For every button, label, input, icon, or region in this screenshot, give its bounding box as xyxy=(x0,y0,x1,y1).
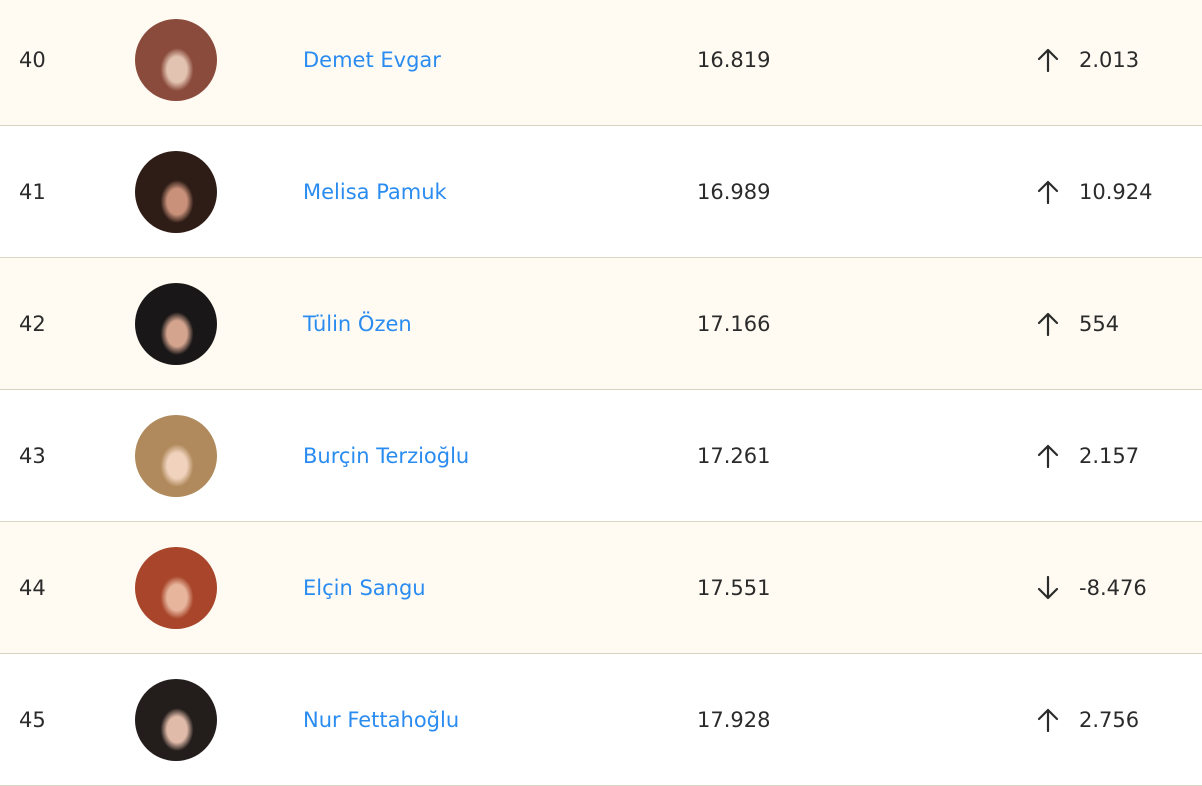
table-row: 44 Elçin Sangu 17.551 -8.476 xyxy=(0,522,1202,654)
table-row: 42 Tülin Özen 17.166 554 xyxy=(0,258,1202,390)
person-name-link[interactable]: Melisa Pamuk xyxy=(303,179,447,204)
table-row: 41 Melisa Pamuk 16.989 10.924 xyxy=(0,126,1202,258)
arrow-up-icon xyxy=(1037,48,1059,72)
arrow-up-icon xyxy=(1037,312,1059,336)
rank-change: 554 xyxy=(1079,311,1120,336)
rank: 43 xyxy=(19,443,46,468)
arrow-up-icon xyxy=(1037,180,1059,204)
person-name-link[interactable]: Demet Evgar xyxy=(303,47,441,72)
rank: 42 xyxy=(19,311,46,336)
person-name-link[interactable]: Elçin Sangu xyxy=(303,575,426,600)
score: 16.989 xyxy=(697,179,771,204)
person-name-link[interactable]: Tülin Özen xyxy=(303,311,412,336)
rank: 40 xyxy=(19,47,46,72)
avatar[interactable] xyxy=(135,282,217,365)
score: 16.819 xyxy=(697,47,771,72)
arrow-down-icon xyxy=(1037,575,1059,599)
rank: 44 xyxy=(19,575,46,600)
person-name-link[interactable]: Burçin Terzioğlu xyxy=(303,443,470,468)
arrow-up-icon xyxy=(1037,708,1059,732)
rank-change: 2.157 xyxy=(1079,443,1140,468)
arrow-up-icon xyxy=(1037,444,1059,468)
rank-change: 2.013 xyxy=(1079,47,1140,72)
rank-change: -8.476 xyxy=(1079,575,1147,600)
avatar[interactable] xyxy=(135,18,217,101)
table-row: 43 Burçin Terzioğlu 17.261 2.157 xyxy=(0,390,1202,522)
rank: 41 xyxy=(19,179,46,204)
score: 17.928 xyxy=(697,707,771,732)
score: 17.261 xyxy=(697,443,771,468)
rank: 45 xyxy=(19,707,46,732)
avatar[interactable] xyxy=(135,150,217,233)
rank-change: 10.924 xyxy=(1079,179,1153,204)
avatar[interactable] xyxy=(135,414,217,497)
score: 17.551 xyxy=(697,575,771,600)
person-name-link[interactable]: Nur Fettahoğlu xyxy=(303,707,460,732)
avatar[interactable] xyxy=(135,546,217,629)
rank-change: 2.756 xyxy=(1079,707,1140,732)
table-row: 45 Nur Fettahoğlu 17.928 2.756 xyxy=(0,654,1202,786)
table-row: 40 Demet Evgar 16.819 2.013 xyxy=(0,0,1202,126)
score: 17.166 xyxy=(697,311,771,336)
avatar[interactable] xyxy=(135,678,217,761)
